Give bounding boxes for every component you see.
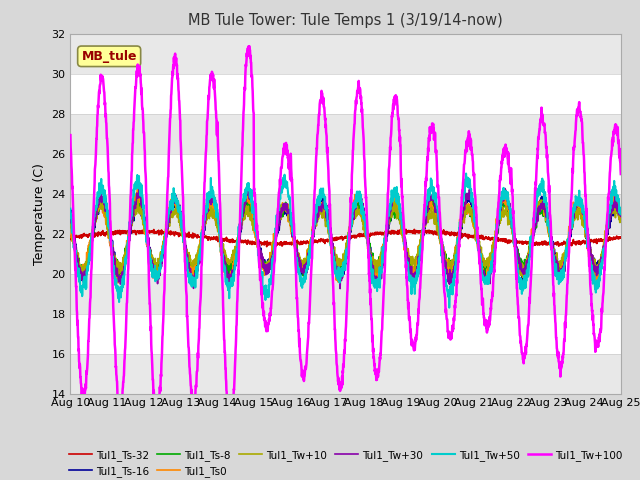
Title: MB Tule Tower: Tule Temps 1 (3/19/14-now): MB Tule Tower: Tule Temps 1 (3/19/14-now…	[188, 13, 503, 28]
Text: MB_tule: MB_tule	[81, 50, 137, 63]
Bar	[70, 274, 621, 313]
Bar	[70, 114, 621, 154]
Bar	[70, 193, 621, 234]
Y-axis label: Temperature (C): Temperature (C)	[33, 163, 45, 264]
Bar	[70, 354, 621, 394]
Legend: Tul1_Ts-32, Tul1_Ts-16, Tul1_Ts-8, Tul1_Ts0, Tul1_Tw+10, Tul1_Tw+30, Tul1_Tw+50,: Tul1_Ts-32, Tul1_Ts-16, Tul1_Ts-8, Tul1_…	[65, 445, 627, 480]
Bar	[70, 34, 621, 73]
